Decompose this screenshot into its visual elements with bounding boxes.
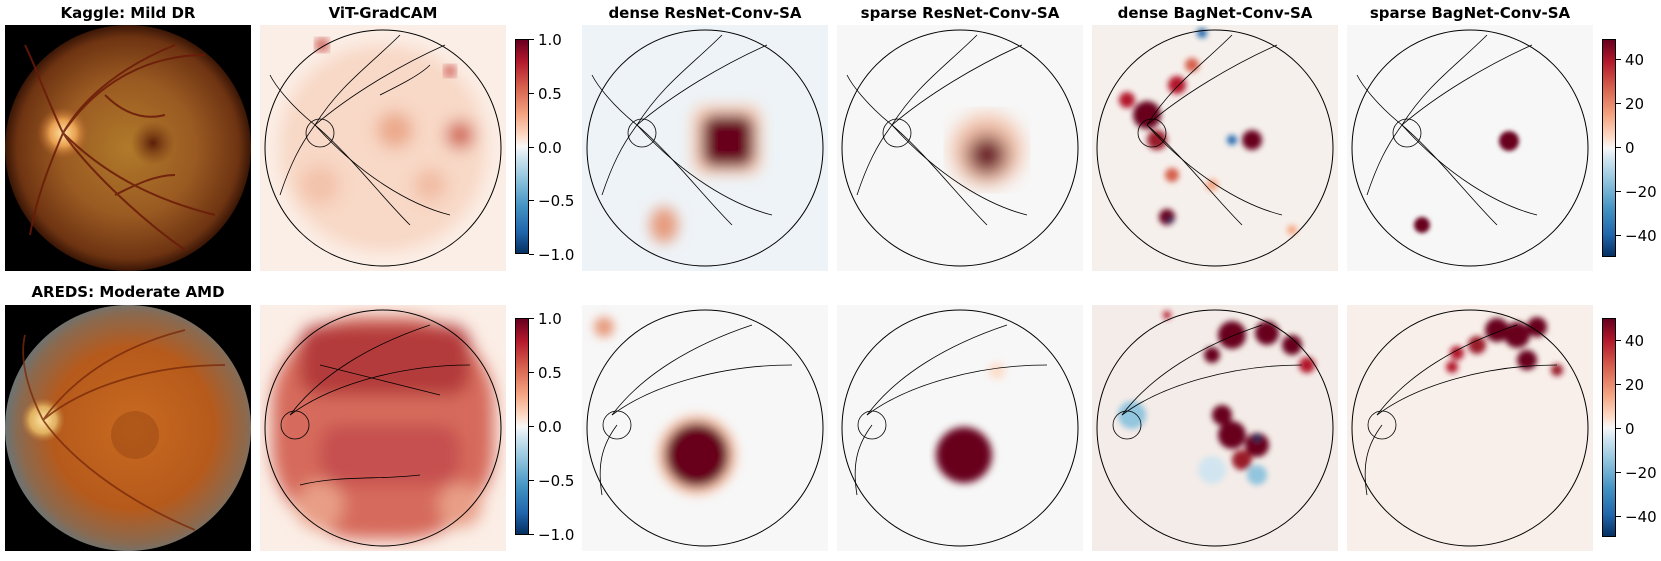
title-fundus-row1: Kaggle: Mild DR: [60, 4, 196, 22]
cbar-tick: 0: [1616, 139, 1635, 157]
fundus-image-areds: [5, 305, 251, 551]
heatmap-vit-gradcam-row1: [260, 25, 506, 271]
title-dense-resnet: dense ResNet-Conv-SA: [608, 4, 802, 22]
title-dense-bagnet: dense BagNet-Conv-SA: [1117, 4, 1313, 22]
cbar-tick: −40: [1616, 227, 1657, 245]
cbar-tick: 1.0: [529, 310, 562, 328]
cbar-tick: −0.5: [528, 472, 575, 490]
cbar-tick: −1.0: [528, 526, 575, 544]
colorbar-gradcam-row1: [515, 39, 529, 254]
heatmap-dense-bagnet-row2: [1092, 305, 1338, 551]
colorbar-attention-row2: [1602, 318, 1616, 537]
cbar-tick: −20: [1616, 464, 1657, 482]
cbar-tick: −0.5: [528, 192, 575, 210]
heatmap-sparse-resnet-row2: [837, 305, 1083, 551]
cbar-tick: −20: [1616, 183, 1657, 201]
heatmap-sparse-bagnet-row1: [1347, 25, 1593, 271]
title-sparse-bagnet: sparse BagNet-Conv-SA: [1369, 4, 1571, 22]
heatmap-sparse-bagnet-row2: [1347, 305, 1593, 551]
title-vit-gradcam: ViT-GradCAM: [328, 4, 438, 22]
cbar-tick: 0.0: [529, 418, 562, 436]
title-fundus-row2: AREDS: Moderate AMD: [31, 283, 225, 301]
cbar-tick: 1.0: [529, 31, 562, 49]
cbar-tick: 40: [1615, 51, 1645, 69]
title-sparse-resnet: sparse ResNet-Conv-SA: [860, 4, 1060, 22]
colorbar-gradcam-row2: [515, 318, 529, 535]
cbar-tick: 20: [1615, 376, 1645, 394]
cbar-tick: 20: [1615, 95, 1645, 113]
heatmap-dense-resnet-row2: [582, 305, 828, 551]
fundus-image-kaggle: [5, 25, 251, 271]
cbar-tick: 0.5: [529, 364, 562, 382]
cbar-tick: 40: [1615, 332, 1645, 350]
heatmap-sparse-resnet-row1: [837, 25, 1083, 271]
heatmap-dense-bagnet-row1: [1092, 25, 1338, 271]
cbar-tick: 0.5: [529, 85, 562, 103]
cbar-tick: 0: [1616, 420, 1635, 438]
colorbar-attention-row1: [1602, 39, 1616, 257]
cbar-tick: −1.0: [528, 246, 575, 264]
cbar-tick: 0.0: [529, 139, 562, 157]
heatmap-vit-gradcam-row2: [260, 305, 506, 551]
cbar-tick: −40: [1616, 508, 1657, 526]
heatmap-dense-resnet-row1: [582, 25, 828, 271]
